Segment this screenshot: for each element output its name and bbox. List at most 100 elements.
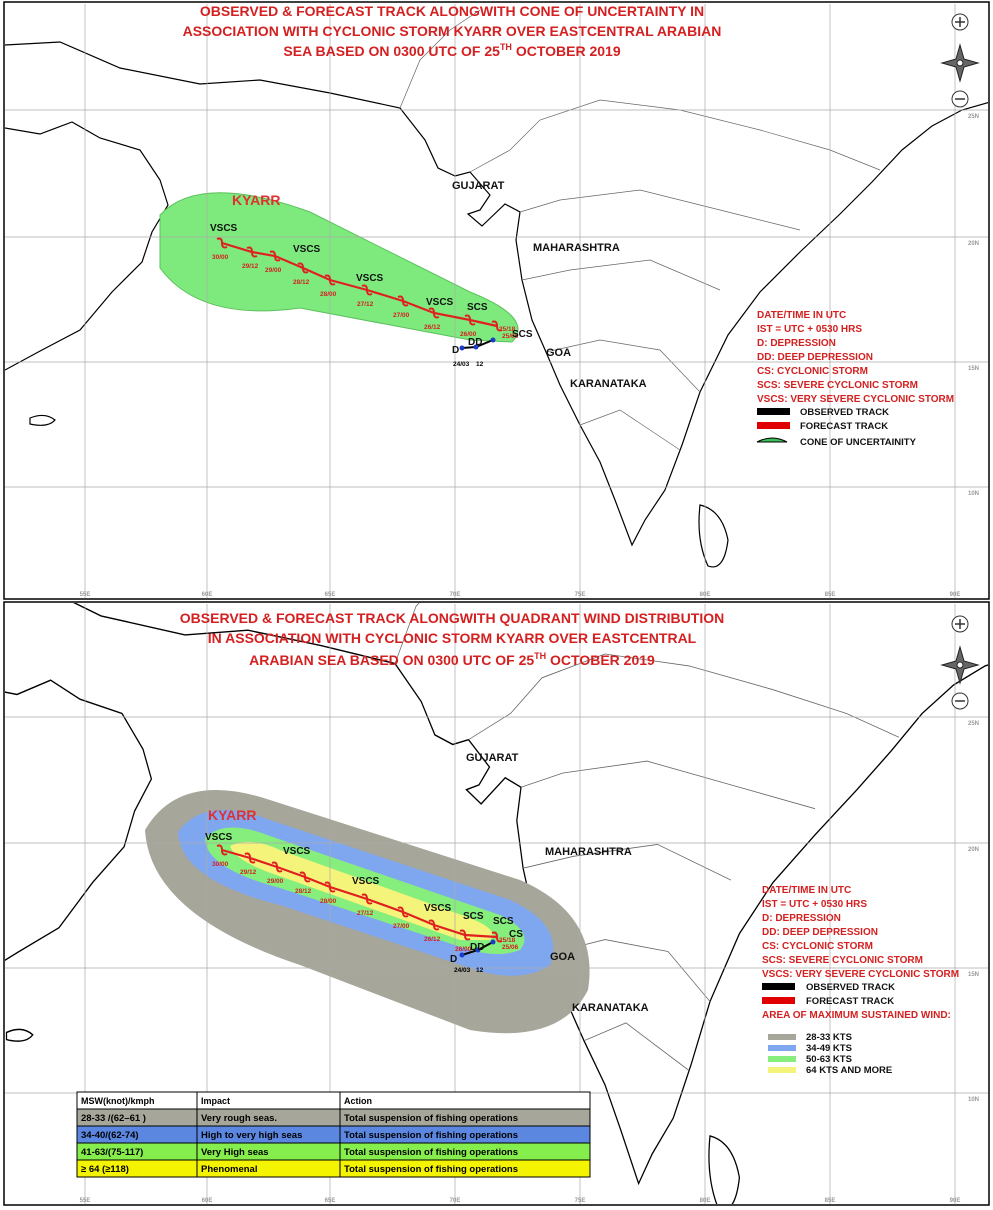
intensity-label: VSCS (424, 903, 452, 914)
time-label: 29/00 (267, 878, 284, 885)
intensity-label: DD (468, 337, 482, 348)
table-row (76, 1159, 591, 1178)
annotations: 55E 60E 65E 70E 75E 80E 85E 90E 25N 20N 15N 10N 55E 6… (5, 3, 988, 1204)
intensity-label: SCS (493, 916, 514, 927)
table-cell: 28-33 /(62–61 ) (81, 1113, 146, 1124)
legend-text: OBSERVED TRACK (800, 407, 889, 418)
intensity-label: VSCS (205, 832, 233, 843)
table-cell: 34-40/(62-74) (81, 1130, 139, 1141)
legend-text: SCS: SEVERE CYCLONIC STORM (762, 955, 923, 966)
time-label: 29/12 (242, 263, 259, 270)
time-label: 24/03 (453, 361, 470, 368)
table-cell: High to very high seas (201, 1130, 302, 1141)
cyclone-symbol (428, 307, 440, 319)
observed-point (475, 947, 481, 953)
time-label: 30/00 (212, 254, 229, 261)
time-label: 27/00 (393, 923, 410, 930)
time-label: 27/12 (357, 301, 374, 308)
legend-swatch (768, 1045, 796, 1051)
cyclone-symbol (244, 852, 256, 864)
observed-point (473, 344, 479, 350)
legend-text: CONE OF UNCERTAINITY (800, 437, 917, 448)
legend-text: OBSERVED TRACK (806, 982, 895, 993)
place-label: GUJARAT (466, 752, 519, 764)
intensity-label: D (450, 954, 457, 965)
observed-point (459, 345, 465, 351)
legend-text: FORECAST TRACK (800, 421, 888, 432)
place-label: MAHARASHTRA (545, 846, 632, 858)
time-label: 26/12 (424, 324, 441, 331)
time-label: 26/00 (455, 946, 472, 953)
title-superscript: TH (500, 42, 512, 52)
table-cell: Total suspension of fishing operations (344, 1164, 518, 1175)
title-line: OBSERVED & FORECAST TRACK ALONGWITH QUAD… (180, 610, 724, 626)
title-line: SEA BASED ON 0300 UTC OF 25TH OCTOBER 20… (283, 42, 620, 59)
lat-label: 10N (968, 1097, 979, 1103)
cyclone-symbol (361, 893, 373, 905)
lat-label: 15N (968, 366, 979, 372)
place-label: GOA (546, 347, 571, 359)
legend-text: D: DEPRESSION (762, 913, 841, 924)
intensity-label: SCS (463, 911, 484, 922)
legend-text: DD: DEEP DEPRESSION (757, 352, 873, 363)
table-cell: ≥ 64 (≥118) (81, 1164, 129, 1175)
cyclone-symbol (216, 844, 228, 856)
place-label: MAHARASHTRA (533, 242, 620, 254)
time-label: 28/00 (320, 291, 337, 298)
intensity-label: SCS (467, 302, 488, 313)
time-label: 28/00 (320, 898, 337, 905)
lat-label: 25N (968, 114, 979, 120)
lon-label: 60E (202, 1198, 213, 1204)
observed-point (490, 337, 496, 343)
title-line: ARABIAN SEA BASED ON 0300 UTC OF 25TH OC… (249, 651, 655, 668)
lon-label: 55E (80, 592, 91, 598)
place-label: GOA (550, 951, 575, 963)
time-label: 28/12 (293, 279, 310, 286)
intensity-label: VSCS (293, 244, 321, 255)
compass-center (956, 59, 964, 67)
cyclone-symbol (397, 295, 409, 307)
table-cell: Total suspension of fishing operations (344, 1147, 518, 1158)
legend-swatch (762, 983, 795, 990)
cyclone-symbol (459, 929, 471, 941)
legend-swatch (768, 1034, 796, 1040)
legend-text: VSCS: VERY SEVERE CYCLONIC STORM (757, 394, 954, 405)
lon-label: 75E (575, 1198, 586, 1204)
time-label: 29/00 (265, 267, 282, 274)
time-label: 29/12 (240, 869, 257, 876)
legend-text: IST = UTC + 0530 HRS (762, 899, 867, 910)
lon-label: 70E (450, 1198, 461, 1204)
lon-label: 75E (575, 592, 586, 598)
legend-swatch (768, 1067, 796, 1073)
top-panel-frame (3, 1, 990, 600)
intensity-label: DD (470, 942, 484, 953)
forecast-track (221, 848, 498, 939)
cyclone-symbol (271, 861, 283, 873)
place-label: GUJARAT (452, 180, 505, 192)
forecast-track (221, 241, 498, 328)
intensity-label: CS (509, 929, 523, 940)
compass-center (956, 661, 964, 669)
cyclone-symbol (361, 284, 373, 296)
title-text: OCTOBER 2019 (546, 652, 655, 668)
table-cell: Total suspension of fishing operations (344, 1130, 518, 1141)
legend-swatch (768, 1056, 796, 1062)
time-label: 12 (476, 361, 484, 368)
title-text: SEA BASED ON 0300 UTC OF 25 (283, 43, 500, 59)
title-text: OCTOBER 2019 (512, 43, 621, 59)
time-label: 12 (476, 967, 484, 974)
time-label: 28/12 (295, 888, 312, 895)
place-label: KARANATAKA (572, 1002, 649, 1014)
intensity-label: VSCS (426, 297, 454, 308)
lon-label: 85E (825, 1198, 836, 1204)
table-cell: Very High seas (201, 1147, 269, 1158)
title-line: OBSERVED & FORECAST TRACK ALONGWITH CONE… (200, 3, 704, 19)
lon-label: 80E (700, 592, 711, 598)
title-superscript: TH (534, 651, 546, 661)
intensity-label: SCS (512, 329, 533, 340)
zoom-in-icon (955, 619, 965, 629)
time-label: 24/03 (454, 967, 471, 974)
table-header: MSW(knot)/kmph (81, 1096, 155, 1106)
time-label: 27/00 (393, 312, 410, 319)
legend-text: DATE/TIME IN UTC (757, 310, 846, 321)
